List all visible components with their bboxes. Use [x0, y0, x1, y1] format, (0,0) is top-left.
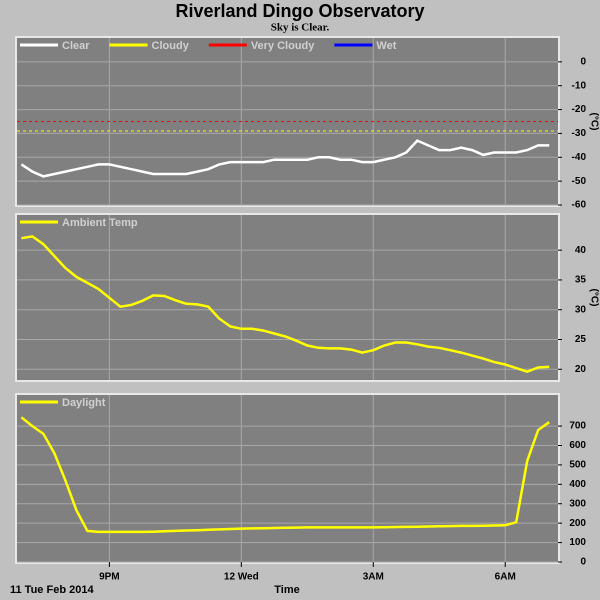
y-axis-label: (°C): [588, 289, 599, 307]
chart-title: Riverland Dingo Observatory: [175, 1, 424, 21]
legend-label: Clear: [62, 40, 90, 52]
y-axis-label: (°C): [588, 113, 599, 131]
y-tick-label: 30: [575, 304, 587, 315]
legend-label: Daylight: [62, 397, 106, 409]
y-tick-label: 20: [575, 364, 587, 375]
y-tick-label: 300: [569, 498, 586, 509]
y-tick-label: -10: [572, 80, 587, 91]
y-tick-label: 700: [569, 421, 586, 432]
data-line: [20, 139, 550, 178]
data-line: [21, 235, 550, 374]
y-tick-label: 40: [575, 245, 587, 256]
y-tick-label: 0: [580, 56, 586, 67]
y-tick-label: -40: [572, 152, 587, 163]
data-line: [20, 416, 550, 534]
y-tick-label: -20: [572, 104, 587, 115]
y-tick-label: 100: [569, 537, 586, 548]
y-tick-label: -50: [572, 176, 587, 187]
y-tick-label: 35: [575, 275, 587, 286]
y-tick-label: -60: [572, 200, 587, 211]
x-tick-label: 6AM: [495, 572, 516, 583]
legend-label: Very Cloudy: [251, 40, 315, 52]
x-tick-label: 9PM: [99, 572, 120, 583]
chart-subtitle: Sky is Clear.: [271, 22, 330, 34]
x-axis-label: Time: [274, 584, 299, 596]
date-label: 11 Tue Feb 2014: [10, 584, 94, 596]
legend-label: Wet: [376, 40, 396, 52]
legend-label: Cloudy: [152, 40, 190, 52]
y-tick-label: 200: [569, 518, 586, 529]
y-tick-label: 25: [575, 334, 587, 345]
x-tick-label: 3AM: [363, 572, 384, 583]
y-tick-label: 500: [569, 460, 586, 471]
legend-label: Ambient Temp: [62, 217, 138, 229]
plot-area: [17, 395, 558, 562]
plot-area: [17, 215, 558, 380]
y-tick-label: 600: [569, 440, 586, 451]
y-tick-label: 0: [580, 557, 586, 568]
y-tick-label: -30: [572, 128, 587, 139]
y-tick-label: 400: [569, 479, 586, 490]
x-tick-label: 12 Wed: [224, 572, 259, 583]
